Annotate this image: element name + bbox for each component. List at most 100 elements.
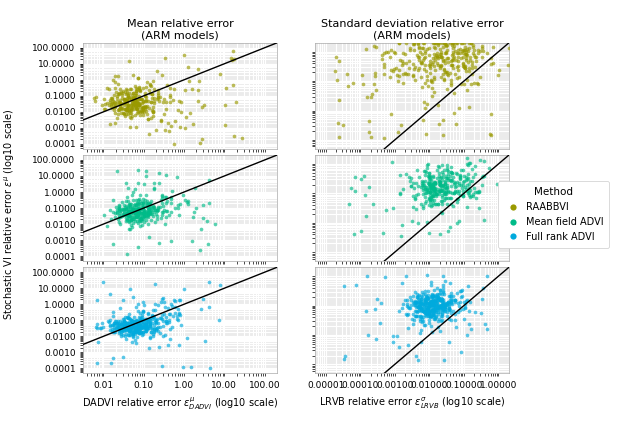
Point bbox=[463, 64, 474, 71]
Point bbox=[437, 301, 447, 308]
Point bbox=[449, 42, 459, 49]
Point bbox=[457, 48, 467, 55]
Point bbox=[147, 106, 157, 113]
Point bbox=[413, 41, 424, 48]
Point bbox=[121, 205, 131, 212]
Point bbox=[126, 105, 136, 112]
Point bbox=[426, 303, 436, 310]
Point bbox=[143, 209, 153, 216]
Point bbox=[447, 169, 458, 176]
Point bbox=[124, 320, 134, 327]
Point bbox=[119, 97, 129, 103]
Point bbox=[105, 317, 115, 323]
Point bbox=[427, 93, 437, 100]
Point bbox=[413, 220, 423, 227]
Point bbox=[220, 121, 230, 128]
Point bbox=[153, 92, 163, 99]
Point bbox=[422, 165, 432, 172]
Point bbox=[429, 185, 439, 192]
Point bbox=[475, 47, 485, 54]
Point bbox=[113, 201, 124, 208]
Point bbox=[461, 50, 471, 57]
Point bbox=[118, 109, 128, 116]
Point bbox=[444, 300, 454, 307]
Point bbox=[442, 85, 452, 92]
Point bbox=[431, 190, 441, 197]
Point bbox=[116, 207, 126, 214]
Point bbox=[435, 179, 445, 186]
Point bbox=[107, 326, 117, 333]
Point bbox=[136, 210, 147, 217]
Point bbox=[117, 324, 127, 331]
Point bbox=[445, 177, 456, 184]
Point bbox=[504, 45, 514, 52]
Point bbox=[421, 312, 431, 319]
Point bbox=[428, 191, 438, 198]
Point bbox=[458, 49, 468, 56]
Point bbox=[426, 301, 436, 308]
Point bbox=[134, 317, 145, 324]
Point bbox=[141, 320, 151, 327]
Point bbox=[436, 63, 446, 70]
Point bbox=[420, 296, 431, 302]
Point bbox=[134, 327, 145, 334]
Point bbox=[117, 213, 127, 220]
Point bbox=[145, 321, 156, 328]
Point bbox=[132, 329, 143, 335]
Point bbox=[424, 173, 435, 180]
Point bbox=[440, 184, 450, 190]
Point bbox=[127, 338, 138, 345]
Point bbox=[91, 323, 101, 330]
Point bbox=[114, 99, 124, 106]
Point bbox=[118, 325, 128, 332]
Point bbox=[424, 65, 435, 72]
Point bbox=[147, 91, 157, 97]
Point bbox=[166, 300, 176, 307]
Point bbox=[426, 323, 436, 330]
Point bbox=[124, 226, 134, 233]
Point bbox=[127, 326, 138, 333]
Point bbox=[128, 211, 138, 218]
Point bbox=[395, 57, 405, 63]
Point bbox=[361, 45, 371, 52]
Point bbox=[401, 60, 411, 66]
Point bbox=[340, 353, 350, 360]
Point bbox=[431, 293, 441, 300]
Point bbox=[434, 178, 444, 184]
Point bbox=[429, 74, 439, 81]
Point bbox=[414, 303, 424, 310]
Point bbox=[429, 44, 439, 51]
Point bbox=[442, 41, 452, 48]
Point bbox=[113, 319, 124, 326]
Point bbox=[429, 51, 439, 58]
Point bbox=[457, 286, 467, 293]
Point bbox=[113, 320, 123, 327]
Point bbox=[127, 318, 138, 325]
Point bbox=[123, 314, 133, 321]
Point bbox=[122, 97, 132, 104]
Point bbox=[122, 324, 132, 331]
Point bbox=[106, 102, 116, 109]
Point bbox=[157, 323, 168, 329]
Point bbox=[451, 57, 461, 63]
Point bbox=[358, 81, 368, 88]
Point bbox=[440, 56, 450, 63]
Point bbox=[153, 204, 163, 211]
Point bbox=[114, 105, 124, 112]
Point bbox=[418, 307, 428, 314]
Point bbox=[396, 189, 406, 196]
Point bbox=[388, 67, 398, 74]
Point bbox=[460, 301, 470, 308]
Point bbox=[107, 322, 117, 329]
Point bbox=[176, 98, 186, 105]
Point bbox=[361, 308, 371, 315]
Point bbox=[450, 296, 460, 303]
Point bbox=[411, 299, 421, 305]
Point bbox=[125, 115, 136, 121]
Point bbox=[459, 39, 469, 46]
Point bbox=[190, 184, 200, 191]
Point bbox=[442, 162, 452, 169]
Point bbox=[161, 171, 171, 178]
Point bbox=[124, 207, 134, 214]
Point bbox=[424, 196, 435, 203]
